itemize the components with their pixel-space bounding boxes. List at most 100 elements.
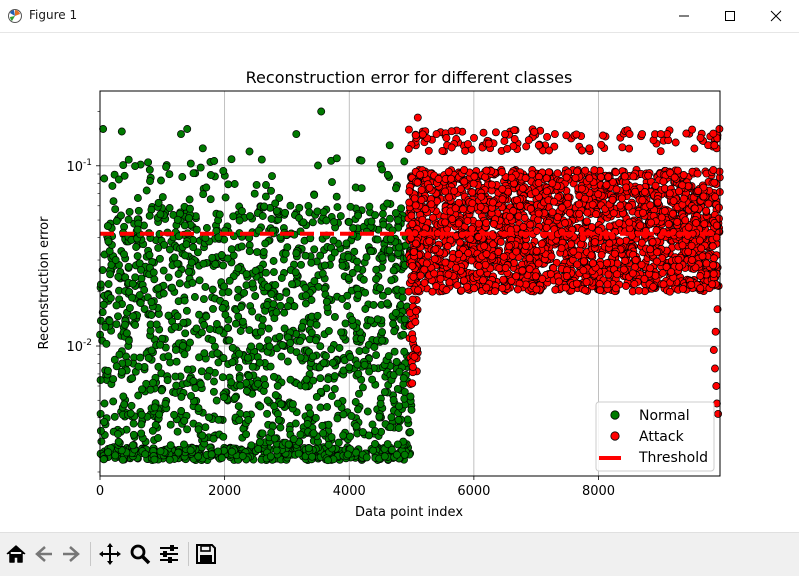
- zoom-button[interactable]: [127, 541, 153, 567]
- normal-point: [307, 328, 316, 337]
- normal-point: [383, 299, 392, 308]
- normal-point: [354, 290, 363, 299]
- figure-canvas[interactable]: Reconstruction error for different class…: [0, 33, 799, 531]
- normal-point: [330, 372, 339, 381]
- attack-point: [651, 181, 660, 190]
- attack-point: [695, 236, 704, 245]
- normal-point: [205, 325, 214, 334]
- attack-point: [414, 286, 422, 295]
- attack-point: [524, 136, 533, 145]
- back-button[interactable]: [31, 541, 57, 567]
- normal-point: [385, 246, 394, 255]
- normal-point: [100, 399, 109, 408]
- attack-point: [532, 247, 541, 255]
- normal-point: [397, 204, 406, 213]
- normal-point: [242, 430, 251, 439]
- normal-point: [294, 449, 303, 458]
- attack-point: [603, 280, 612, 289]
- save-button[interactable]: [193, 541, 219, 567]
- attack-point: [668, 209, 677, 218]
- home-button[interactable]: [3, 541, 29, 567]
- attack-point: [581, 194, 589, 203]
- attack-point: [562, 272, 571, 281]
- pan-button[interactable]: [97, 541, 123, 567]
- normal-point: [393, 384, 402, 393]
- normal-point: [144, 158, 153, 167]
- attack-point: [470, 284, 479, 293]
- normal-point: [310, 277, 319, 286]
- normal-point: [228, 343, 237, 352]
- attack-point: [673, 166, 682, 175]
- normal-point: [354, 405, 362, 414]
- attack-point: [516, 201, 525, 210]
- attack-point: [532, 285, 541, 294]
- attack-point: [558, 203, 566, 212]
- normal-point: [261, 192, 270, 201]
- attack-point: [710, 141, 719, 150]
- normal-point: [316, 403, 325, 412]
- attack-point: [690, 144, 699, 153]
- normal-point: [272, 207, 281, 215]
- normal-point: [131, 162, 140, 171]
- normal-point: [387, 254, 396, 263]
- normal-point: [349, 224, 358, 233]
- maximize-button[interactable]: [707, 0, 753, 32]
- attack-point: [469, 179, 478, 188]
- normal-point: [400, 347, 409, 356]
- attack-point: [441, 258, 450, 267]
- x-tick-label: 8000: [582, 484, 615, 499]
- normal-point: [245, 247, 254, 256]
- normal-point: [124, 155, 133, 164]
- normal-point: [361, 305, 370, 313]
- attack-point: [531, 188, 540, 197]
- y-axis-ticks: 10-2 10-1: [66, 111, 100, 473]
- normal-point: [248, 362, 257, 371]
- normal-point: [244, 372, 253, 381]
- normal-point: [339, 410, 348, 419]
- attack-point: [460, 165, 469, 174]
- attack-point: [447, 143, 456, 152]
- attack-point: [710, 254, 718, 263]
- normal-point: [212, 396, 221, 405]
- forward-button[interactable]: [58, 541, 84, 567]
- normal-point: [117, 367, 126, 376]
- normal-point: [99, 300, 108, 309]
- minimize-button[interactable]: [661, 0, 707, 32]
- normal-point: [267, 186, 275, 195]
- normal-point: [173, 312, 182, 321]
- attack-point: [712, 233, 721, 242]
- attack-point: [585, 174, 594, 183]
- attack-point: [712, 382, 721, 390]
- normal-point: [206, 171, 215, 179]
- attack-point: [553, 169, 562, 178]
- attack-point: [671, 138, 680, 147]
- normal-point: [156, 340, 165, 349]
- attack-point: [501, 130, 509, 139]
- normal-point: [101, 322, 110, 331]
- normal-point: [145, 165, 154, 174]
- normal-point: [209, 434, 218, 443]
- normal-point: [378, 253, 387, 262]
- normal-point: [165, 204, 174, 212]
- normal-point: [395, 402, 404, 411]
- attack-point: [405, 187, 414, 196]
- normal-point: [319, 208, 328, 217]
- normal-point: [319, 429, 328, 438]
- normal-point: [227, 155, 236, 164]
- normal-point: [181, 251, 190, 260]
- attack-point: [587, 223, 596, 232]
- attack-point: [417, 185, 426, 194]
- normal-point: [304, 444, 313, 453]
- normal-point: [296, 337, 305, 346]
- attack-point: [447, 127, 456, 136]
- configure-subplots-button[interactable]: [156, 541, 182, 567]
- close-button[interactable]: [753, 0, 799, 32]
- normal-point: [115, 350, 124, 359]
- normal-point: [395, 367, 404, 376]
- attack-point: [638, 130, 647, 139]
- normal-point: [122, 329, 131, 338]
- normal-point: [124, 262, 133, 271]
- attack-point: [510, 135, 519, 143]
- normal-point: [207, 450, 216, 459]
- attack-point: [447, 174, 456, 183]
